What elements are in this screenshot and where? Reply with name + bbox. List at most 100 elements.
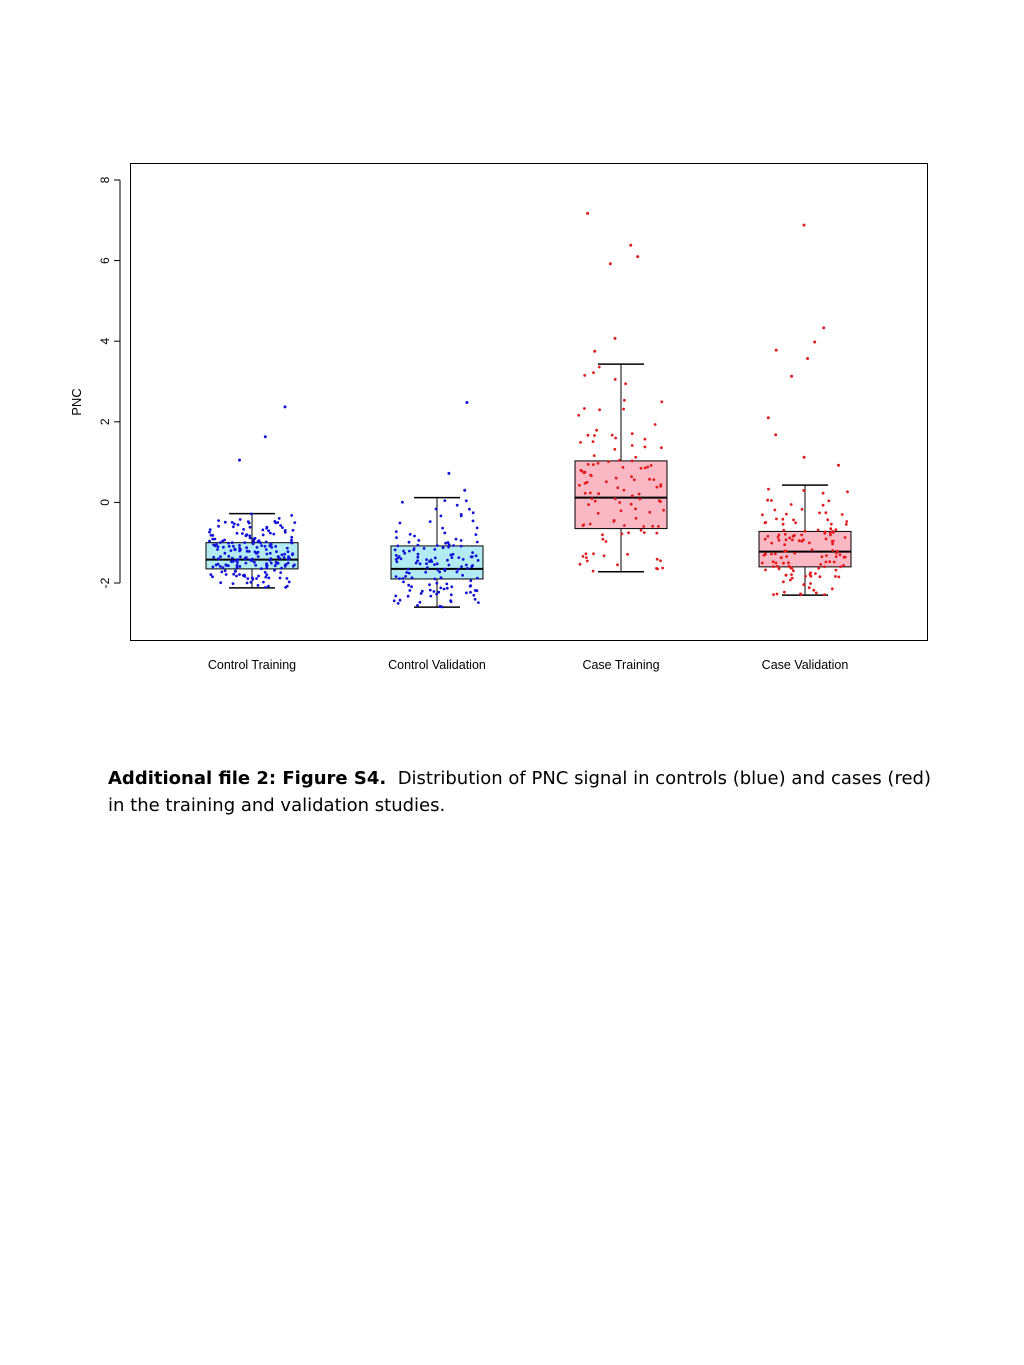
- data-point: [273, 564, 277, 568]
- data-point: [234, 559, 238, 562]
- data-point: [222, 545, 225, 549]
- outlier-point: [837, 463, 840, 467]
- outlier-point: [774, 433, 778, 437]
- outlier-point: [608, 262, 612, 266]
- box-iqr: [574, 460, 668, 530]
- data-point: [265, 564, 269, 568]
- data-point: [244, 561, 248, 565]
- data-point: [827, 499, 831, 503]
- plot-frame: [130, 163, 928, 641]
- data-point: [282, 556, 286, 559]
- data-point: [241, 532, 244, 535]
- data-point: [770, 499, 773, 502]
- data-point: [407, 583, 411, 587]
- data-point: [802, 583, 806, 586]
- data-point: [438, 570, 441, 574]
- outlier-point: [636, 255, 640, 259]
- data-point: [446, 541, 450, 544]
- outlier-point: [806, 357, 809, 360]
- data-point: [475, 589, 479, 593]
- data-point: [449, 593, 453, 597]
- data-point: [804, 574, 807, 578]
- data-point: [591, 440, 595, 443]
- data-point: [828, 531, 832, 535]
- data-point: [236, 523, 240, 527]
- data-point: [230, 521, 234, 524]
- data-point: [790, 538, 794, 542]
- outlier-point: [263, 435, 267, 439]
- data-point: [290, 514, 294, 517]
- data-point: [235, 574, 238, 578]
- data-point: [800, 507, 804, 511]
- data-point: [592, 371, 595, 374]
- data-point: [450, 585, 454, 589]
- data-point: [630, 444, 634, 447]
- data-point: [249, 580, 253, 584]
- data-point: [772, 593, 775, 596]
- data-point: [436, 568, 440, 572]
- data-point: [434, 507, 438, 511]
- data-point: [461, 573, 464, 577]
- data-point: [464, 563, 468, 567]
- data-point: [414, 561, 418, 565]
- data-point: [627, 531, 630, 535]
- data-point: [233, 522, 236, 526]
- data-point: [256, 540, 260, 543]
- outlier-point: [802, 455, 806, 459]
- data-point: [634, 455, 638, 459]
- data-point: [779, 556, 783, 560]
- data-point: [653, 423, 657, 426]
- data-point: [410, 576, 414, 580]
- data-point: [823, 530, 827, 534]
- data-point: [211, 534, 215, 537]
- data-point: [785, 555, 788, 558]
- data-point: [265, 562, 268, 566]
- data-point: [651, 524, 654, 528]
- data-point: [433, 556, 437, 560]
- data-point: [444, 541, 447, 545]
- data-point: [800, 539, 804, 543]
- data-point: [809, 582, 812, 585]
- data-point: [286, 550, 290, 554]
- data-point: [588, 522, 592, 526]
- data-point: [655, 485, 659, 489]
- data-point: [620, 532, 624, 536]
- data-point: [469, 579, 473, 583]
- data-point: [211, 537, 215, 541]
- data-point: [818, 575, 822, 579]
- data-point: [217, 557, 220, 561]
- data-point: [585, 559, 589, 563]
- outlier-point: [586, 211, 590, 215]
- data-point: [235, 565, 239, 569]
- data-point: [652, 478, 656, 481]
- data-point: [213, 544, 217, 548]
- data-point: [406, 594, 410, 598]
- data-point: [221, 566, 225, 569]
- data-point: [790, 576, 794, 580]
- data-point: [250, 512, 253, 516]
- data-point: [831, 539, 835, 543]
- data-point: [253, 550, 257, 554]
- data-point: [604, 480, 608, 484]
- data-point: [441, 526, 444, 530]
- data-point: [592, 454, 596, 457]
- data-point: [279, 571, 283, 574]
- data-point: [405, 571, 409, 574]
- data-point: [238, 518, 242, 521]
- data-point: [829, 522, 833, 526]
- data-point: [236, 558, 240, 561]
- data-point: [659, 559, 662, 563]
- data-point: [250, 576, 254, 580]
- data-point: [401, 577, 405, 580]
- data-point: [435, 562, 439, 566]
- data-point: [613, 378, 617, 381]
- data-point: [623, 524, 626, 527]
- data-point: [219, 555, 222, 558]
- data-point: [433, 577, 437, 581]
- data-point: [227, 554, 231, 558]
- data-point: [790, 566, 794, 570]
- data-point: [659, 484, 663, 488]
- data-point: [469, 555, 473, 559]
- data-point: [602, 554, 606, 558]
- data-point: [223, 520, 227, 524]
